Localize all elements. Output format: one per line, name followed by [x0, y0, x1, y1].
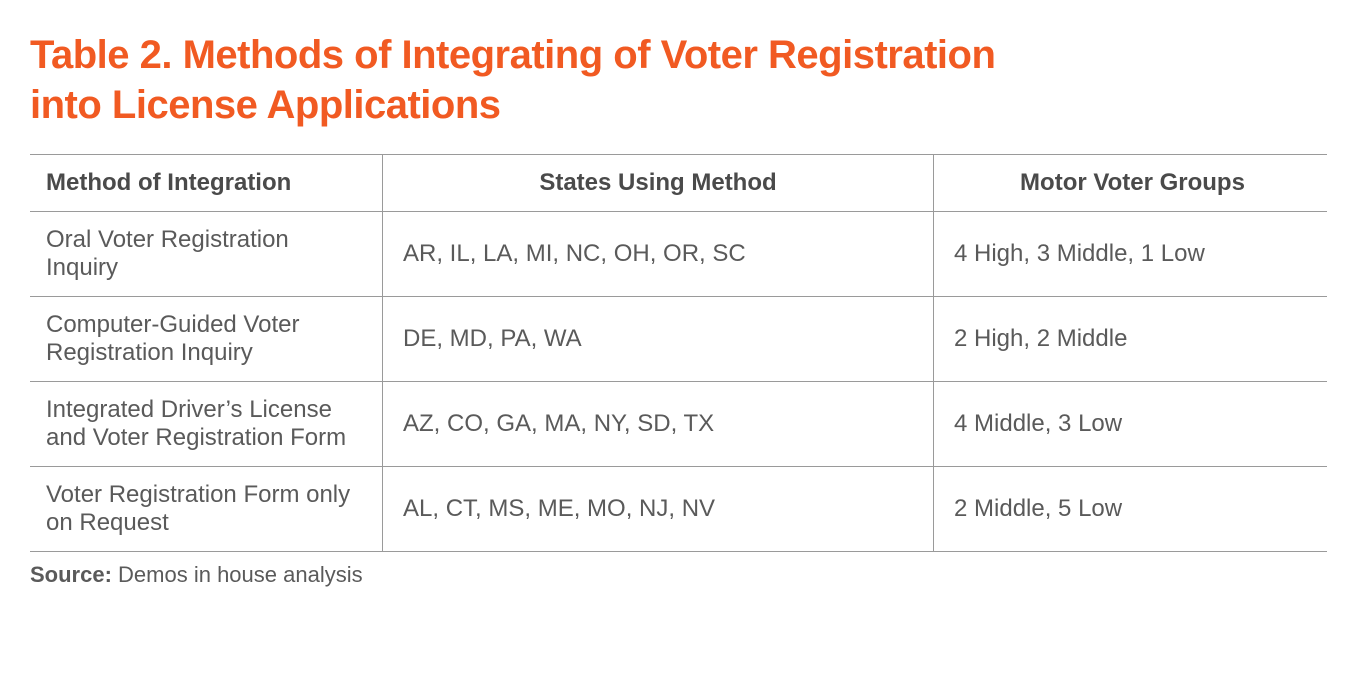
- cell-states: DE, MD, PA, WA: [383, 297, 934, 382]
- source-label: Source:: [30, 562, 112, 587]
- cell-states: AZ, CO, GA, MA, NY, SD, TX: [383, 382, 934, 467]
- source-text: Demos in house analysis: [112, 562, 363, 587]
- col-header-states: States Using Method: [383, 155, 934, 212]
- cell-method: Voter Registration Form only on Request: [30, 467, 383, 552]
- cell-groups: 4 Middle, 3 Low: [934, 382, 1328, 467]
- table-row: Oral Voter Registration Inquiry AR, IL, …: [30, 212, 1327, 297]
- table-body: Oral Voter Registration Inquiry AR, IL, …: [30, 212, 1327, 552]
- cell-method: Integrated Driver’s License and Voter Re…: [30, 382, 383, 467]
- cell-method: Oral Voter Registration Inquiry: [30, 212, 383, 297]
- table-header-row: Method of Integration States Using Metho…: [30, 155, 1327, 212]
- cell-groups: 2 High, 2 Middle: [934, 297, 1328, 382]
- source-line: Source: Demos in house analysis: [30, 552, 1327, 588]
- table-row: Voter Registration Form only on Request …: [30, 467, 1327, 552]
- table-title: Table 2. Methods of Integrating of Voter…: [30, 30, 1327, 130]
- table-row: Integrated Driver’s License and Voter Re…: [30, 382, 1327, 467]
- cell-states: AL, CT, MS, ME, MO, NJ, NV: [383, 467, 934, 552]
- cell-method: Computer-Guided Voter Registration Inqui…: [30, 297, 383, 382]
- col-header-method: Method of Integration: [30, 155, 383, 212]
- integration-methods-table: Method of Integration States Using Metho…: [30, 154, 1327, 552]
- cell-groups: 2 Middle, 5 Low: [934, 467, 1328, 552]
- table-row: Computer-Guided Voter Registration Inqui…: [30, 297, 1327, 382]
- col-header-groups: Motor Voter Groups: [934, 155, 1328, 212]
- cell-states: AR, IL, LA, MI, NC, OH, OR, SC: [383, 212, 934, 297]
- cell-groups: 4 High, 3 Middle, 1 Low: [934, 212, 1328, 297]
- title-line-2: into License Applications: [30, 83, 501, 127]
- title-line-1: Table 2. Methods of Integrating of Voter…: [30, 33, 995, 77]
